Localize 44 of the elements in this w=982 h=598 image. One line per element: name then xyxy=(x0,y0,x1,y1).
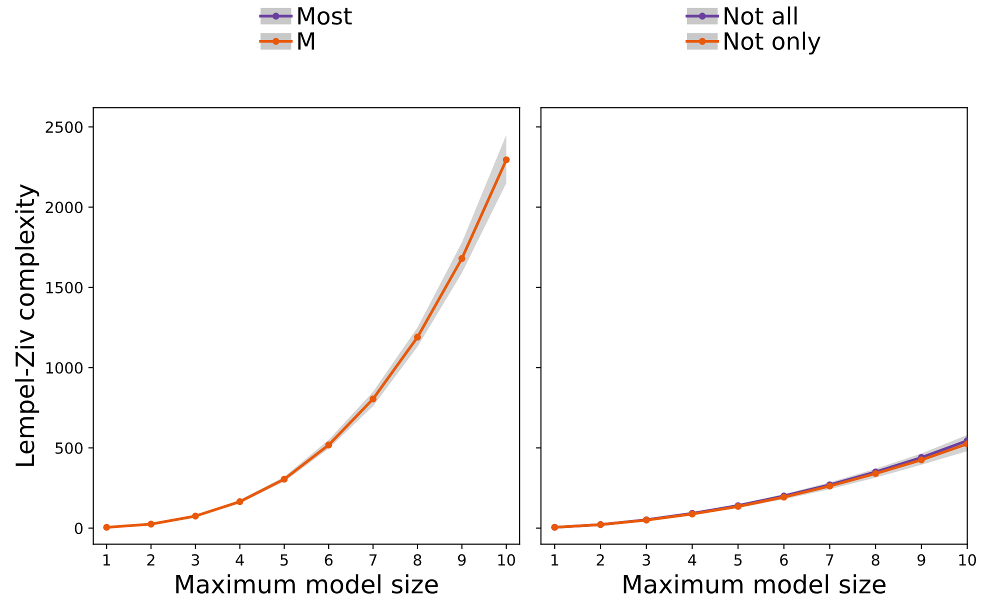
x-tick-label: 8 xyxy=(414,554,422,566)
y-tick-label: 2000 xyxy=(46,202,83,214)
y-tick-label: 500 xyxy=(56,442,83,454)
point xyxy=(918,456,925,464)
legend-label: Not all xyxy=(724,6,797,25)
point xyxy=(280,476,288,483)
x-tick-label: 9 xyxy=(918,554,926,566)
x-tick-label: 3 xyxy=(192,554,200,566)
x-tick-label: 4 xyxy=(236,554,244,566)
x-tick-label: 2 xyxy=(147,554,154,566)
x-tick-label: 4 xyxy=(688,554,696,566)
point xyxy=(414,334,421,341)
y-tick-label: 0 xyxy=(74,522,83,534)
point xyxy=(236,498,244,506)
x-tick-label: 7 xyxy=(826,554,834,566)
x-tick-label: 8 xyxy=(872,554,880,566)
x-tick-label: 7 xyxy=(369,554,377,566)
x-tick-label: 6 xyxy=(324,554,333,566)
y-axis-title: Lempel-Ziv complexity xyxy=(14,184,40,466)
point xyxy=(458,255,466,262)
y-tick-label: 1000 xyxy=(46,362,83,374)
x-tick-label: 10 xyxy=(959,554,976,566)
x-tick-label: 5 xyxy=(734,554,742,566)
point xyxy=(103,524,110,531)
legend-label: M xyxy=(298,32,314,50)
x-tick-label: 5 xyxy=(280,554,288,566)
point xyxy=(325,442,332,448)
x-axis-title: Maximum model size xyxy=(176,574,438,594)
y-tick-label: 2500 xyxy=(46,121,83,133)
y-tick-label: 1500 xyxy=(46,282,83,294)
legend-label: Not only xyxy=(724,32,821,55)
x-tick-label: 6 xyxy=(780,554,788,566)
x-axis-title: Maximum model size xyxy=(624,574,886,594)
x-tick-label: 2 xyxy=(596,554,604,566)
x-tick-label: 3 xyxy=(642,554,650,566)
x-tick-label: 1 xyxy=(103,554,110,566)
x-tick-label: 10 xyxy=(498,554,516,566)
point xyxy=(192,512,199,520)
x-tick-label: 9 xyxy=(458,554,466,566)
point xyxy=(148,520,154,528)
legend-label: Most xyxy=(298,7,352,25)
point xyxy=(370,395,377,402)
x-tick-label: 1 xyxy=(552,554,558,566)
point xyxy=(502,156,510,164)
